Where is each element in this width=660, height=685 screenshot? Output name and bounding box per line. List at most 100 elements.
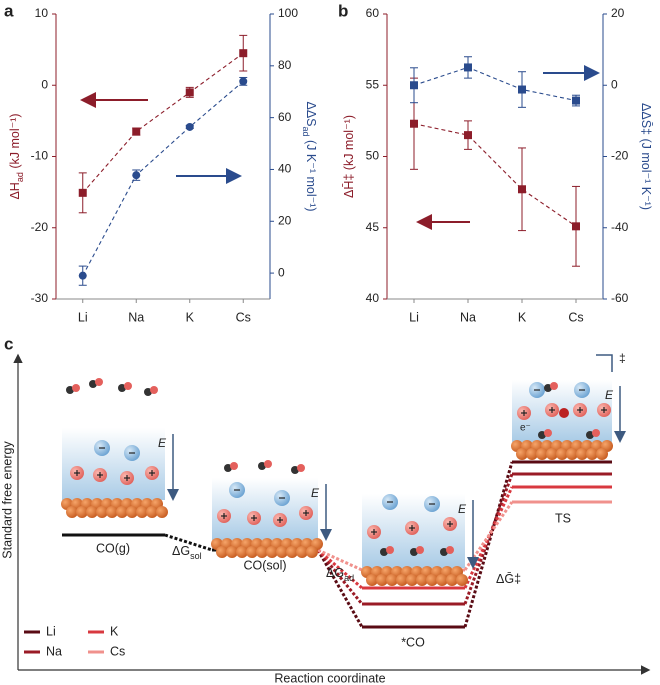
copper-atom <box>566 448 578 460</box>
y2-tick-label: 80 <box>278 58 292 72</box>
ts-mark: ‡ <box>619 351 626 365</box>
label-unit: (J K⁻¹ mol⁻¹) <box>304 137 318 212</box>
marker <box>572 96 580 105</box>
panel-label: b <box>338 1 348 20</box>
connector <box>164 533 213 552</box>
y2-tick-label: -40 <box>611 220 629 234</box>
marker <box>185 88 194 97</box>
marker <box>78 271 87 280</box>
oxygen <box>150 386 158 394</box>
copper-atom <box>156 506 168 518</box>
marker <box>185 122 194 131</box>
y2-tick-label: 60 <box>278 110 292 124</box>
copper-atom <box>386 574 398 586</box>
legend-label: Na <box>46 644 62 658</box>
state-label: *CO <box>401 635 425 649</box>
connector <box>316 549 364 605</box>
state-label: CO(g) <box>96 541 130 555</box>
label-symbol: ΔΔS <box>304 101 318 126</box>
copper-atom <box>556 448 568 460</box>
marker <box>410 119 418 128</box>
copper-atom <box>96 506 108 518</box>
copper-atom <box>66 506 78 518</box>
y2-tick-label: -60 <box>611 291 629 305</box>
y-axis-label: Standard free energy <box>0 441 14 559</box>
marker <box>518 185 526 194</box>
x-tick-label: Cs <box>568 310 583 324</box>
y-tick-label: -20 <box>31 220 49 234</box>
marker <box>464 131 472 140</box>
x-axis-label: Reaction coordinate <box>274 671 385 685</box>
electron-label: e⁻ <box>520 423 531 434</box>
axis-label: ΔΔSad (J K⁻¹ mol⁻¹) <box>301 101 318 211</box>
axis-label: ΔΔS̄‡ (J mol⁻¹ K⁻¹) <box>639 103 653 210</box>
y2-tick-label: 0 <box>278 265 285 279</box>
copper-atom <box>86 506 98 518</box>
series-line <box>82 80 244 276</box>
copper-atom <box>536 448 548 460</box>
copper-atom <box>146 506 158 518</box>
axis-label: ΔHad (kJ mol⁻¹) <box>8 113 25 199</box>
series-line <box>82 52 244 194</box>
oxygen <box>124 382 132 390</box>
series-line <box>413 66 577 102</box>
x-tick-label: Cs <box>236 310 251 324</box>
copper-atom <box>246 546 258 558</box>
oxygen <box>95 378 103 386</box>
copper-atom <box>126 506 138 518</box>
y2-tick-label: 40 <box>278 162 292 176</box>
legend-label: Cs <box>110 644 125 658</box>
copper-atom <box>216 546 228 558</box>
label-sub: ad <box>301 127 311 137</box>
arrows-b <box>416 65 600 230</box>
copper-atom <box>296 546 308 558</box>
copper-atom <box>366 574 378 586</box>
copper-atom <box>106 506 118 518</box>
connector <box>463 473 514 605</box>
marker <box>518 85 526 94</box>
y2-tick-label: 0 <box>611 77 618 91</box>
copper-atom <box>436 574 448 586</box>
y-tick-label: -30 <box>31 291 49 305</box>
oxygen <box>544 429 552 437</box>
copper-atom <box>226 546 238 558</box>
y2-tick-label: 20 <box>611 6 625 20</box>
x-tick-label: K <box>186 310 195 324</box>
marker <box>572 222 580 231</box>
arrows-a <box>80 92 242 184</box>
copper-atom <box>416 574 428 586</box>
y2-tick-label: 100 <box>278 6 298 20</box>
x-tick-label: Li <box>78 310 88 324</box>
copper-atom <box>286 546 298 558</box>
panel-label: a <box>4 1 14 20</box>
label-sub: ad <box>15 172 25 182</box>
marker <box>132 171 141 180</box>
copper-atom <box>446 574 458 586</box>
label-unit: (kJ mol⁻¹) <box>342 115 356 174</box>
state-label: CO(sol) <box>243 558 286 572</box>
copper-atom <box>406 574 418 586</box>
y-tick-label: 40 <box>366 291 380 305</box>
copper-atom <box>376 574 388 586</box>
y2-tick-label: 20 <box>278 213 292 227</box>
y-tick-label: 55 <box>366 77 380 91</box>
label-symbol: ΔΔS̄‡ <box>639 103 653 135</box>
y-tick-label: 60 <box>366 6 380 20</box>
field-label: E <box>458 502 467 516</box>
x-tick-label: Na <box>460 310 476 324</box>
step-sub: sol <box>190 551 202 561</box>
oxygen <box>297 464 305 472</box>
copper-atom <box>516 448 528 460</box>
copper-atom <box>456 574 468 586</box>
marker <box>78 188 87 197</box>
legend-label: K <box>110 624 119 638</box>
label-symbol: ΔH <box>8 182 22 199</box>
field-label: E <box>605 388 614 402</box>
state-label: TS <box>555 511 571 525</box>
y-tick-label: 0 <box>41 77 48 91</box>
oxygen <box>230 462 238 470</box>
connector <box>463 501 514 571</box>
marker <box>239 49 248 58</box>
ts-bracket <box>596 354 613 372</box>
